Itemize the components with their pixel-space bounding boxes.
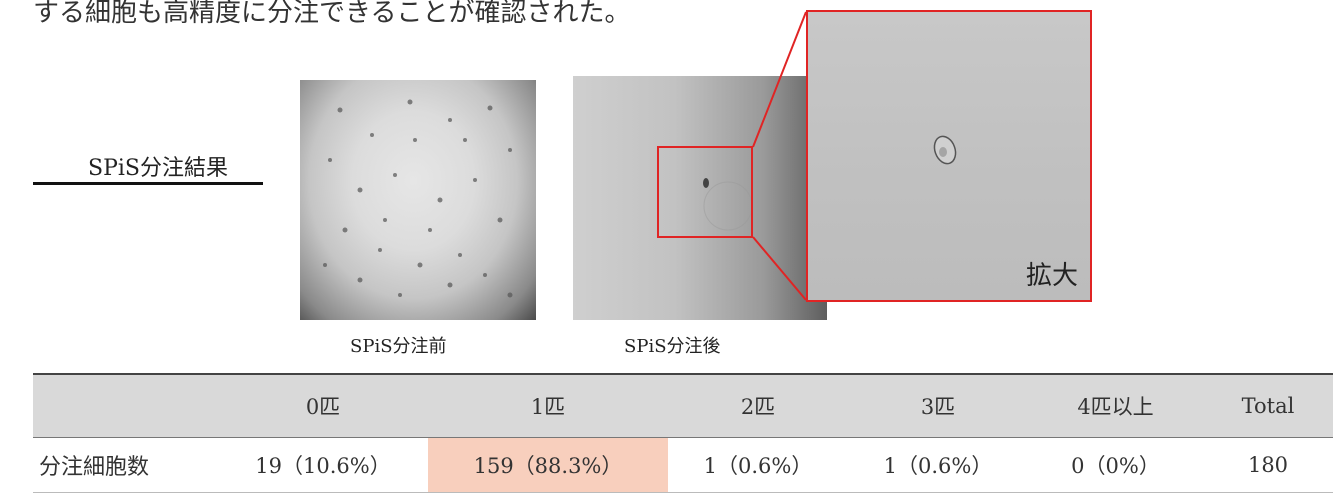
table-cell: 180: [1203, 437, 1333, 493]
zoom-label: 拡大: [1025, 261, 1078, 291]
header-cell: 0匹: [218, 373, 428, 438]
body-text-line: する細胞も高精度に分注できることが確認された。: [33, 0, 631, 28]
table-cell-highlighted: 159（88.3%）: [428, 437, 668, 493]
table-cell: 19（10.6%）: [218, 437, 428, 493]
row-label: 分注細胞数: [33, 437, 218, 493]
header-cell: 1匹: [428, 373, 668, 438]
single-cell: [933, 135, 957, 165]
image-zoomed: 拡大: [806, 10, 1092, 302]
header-cell: [33, 373, 218, 438]
header-cell: 3匹: [848, 373, 1028, 438]
section-title: SPiS分注結果: [88, 156, 228, 181]
table-cell: 1（0.6%）: [848, 437, 1028, 493]
image-before-dispensing: [300, 80, 536, 320]
cell-dots-before: [323, 99, 513, 298]
table-cell: 0（0%）: [1028, 437, 1203, 493]
section-underline: [33, 182, 263, 185]
table-row: 分注細胞数 19（10.6%） 159（88.3%） 1（0.6%） 1（0.6…: [33, 437, 1333, 493]
results-table: 0匹 1匹 2匹 3匹 4匹以上 Total 分注細胞数 19（10.6%） 1…: [33, 373, 1333, 493]
caption-before: SPiS分注前: [350, 336, 447, 357]
zoom-selection-box: [657, 146, 753, 238]
header-cell: Total: [1203, 373, 1333, 438]
header-cell: 4匹以上: [1028, 373, 1203, 438]
table-header-row: 0匹 1匹 2匹 3匹 4匹以上 Total: [33, 373, 1333, 438]
header-cell: 2匹: [668, 373, 848, 438]
caption-after: SPiS分注後: [624, 336, 721, 357]
table-cell: 1（0.6%）: [668, 437, 848, 493]
